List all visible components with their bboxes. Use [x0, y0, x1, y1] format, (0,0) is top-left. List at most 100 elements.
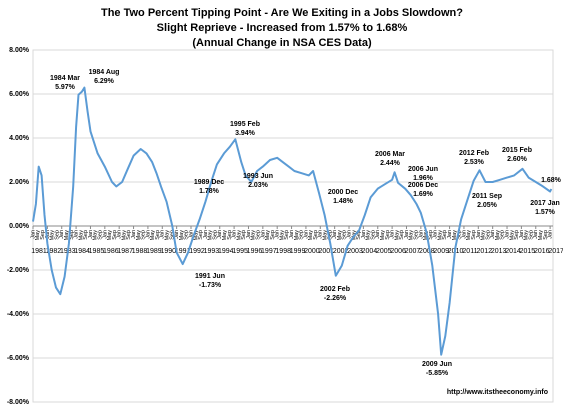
month-label: May — [409, 230, 415, 241]
month-label: Jan — [160, 230, 166, 239]
month-label: Sep — [528, 230, 534, 240]
month-label: Sep — [385, 230, 391, 240]
month-label: Jan — [74, 230, 80, 239]
x-tick-label: 1985 — [89, 248, 105, 255]
month-label: May — [179, 230, 185, 241]
month-label: Jan — [88, 230, 94, 239]
y-tick-label: 4.00% — [9, 135, 30, 142]
month-label: Sep — [428, 230, 434, 240]
annotation-label: 1995 Feb — [230, 121, 260, 128]
y-tick-label: -6.00% — [7, 355, 30, 362]
line-series — [32, 86, 553, 356]
month-label: Sep — [112, 230, 118, 240]
month-label: Jan — [375, 230, 381, 239]
annotation-value: 1.68% — [541, 177, 562, 184]
x-tick-label: 2008 — [419, 248, 435, 255]
x-tick-label: 1996 — [247, 248, 263, 255]
month-label: Sep — [184, 230, 190, 240]
month-label: Jan — [404, 230, 410, 239]
month-label: May — [495, 230, 501, 241]
footer: http://www.itstheeconomy.info — [447, 389, 548, 396]
x-tick-label: 2001 — [319, 248, 335, 255]
y-tick-label: 2.00% — [9, 179, 30, 186]
month-label: Sep — [500, 230, 506, 240]
x-tick-label: 2017 — [548, 248, 563, 255]
month-label: Jan — [232, 230, 238, 239]
month-label: May — [481, 230, 487, 241]
month-label: May — [93, 230, 99, 241]
x-tick-label: 2005 — [376, 248, 392, 255]
x-tick-label: 1999 — [290, 248, 306, 255]
month-label: May — [222, 230, 228, 241]
month-label: Sep — [471, 230, 477, 240]
annotation-value: 2.03% — [248, 182, 269, 189]
month-label: May — [366, 230, 372, 241]
month-label: Jan — [260, 230, 266, 239]
month-label: Sep — [342, 230, 348, 240]
month-label: Jan — [59, 230, 65, 239]
x-tick-label: 1998 — [275, 248, 291, 255]
chart-subtitle: (Annual Change in NSA CES Data) — [192, 37, 372, 49]
month-label: May — [50, 230, 56, 241]
month-label: May — [294, 230, 300, 241]
month-label: Sep — [299, 230, 305, 240]
y-tick-label: -8.00% — [7, 399, 30, 406]
x-tick-label: 1995 — [232, 248, 248, 255]
annotation-label: 2011 Sep — [472, 193, 502, 200]
annotation-value: 6.29% — [94, 78, 115, 85]
x-tick-label: 2013 — [491, 248, 507, 255]
month-label: Jan — [361, 230, 367, 239]
month-label: May — [380, 230, 386, 241]
month-label: Jan — [217, 230, 223, 239]
month-label: May — [509, 230, 515, 241]
y-tick-label: 8.00% — [9, 47, 30, 54]
annotation-label: 1984 Mar — [50, 75, 80, 82]
x-tick-label: 2004 — [362, 248, 378, 255]
month-label: Sep — [227, 230, 233, 240]
month-label: May — [394, 230, 400, 241]
month-label: Jan — [519, 230, 525, 239]
month-label: May — [236, 230, 242, 241]
month-label: Jan — [275, 230, 281, 239]
month-label: May — [524, 230, 530, 241]
x-tick-label: 1991 — [175, 248, 191, 255]
month-label: May — [308, 230, 314, 241]
month-label: May — [107, 230, 113, 241]
annotation-value: 2.60% — [507, 156, 528, 163]
month-label: Jan — [418, 230, 424, 239]
month-label: Sep — [270, 230, 276, 240]
month-label: Sep — [255, 230, 261, 240]
chart-title: The Two Percent Tipping Point - Are We E… — [101, 7, 463, 19]
annotation-label: 2009 Jun — [422, 361, 452, 368]
month-label: Sep — [414, 230, 420, 240]
annotation-value: 1.96% — [413, 175, 434, 182]
month-label: Sep — [69, 230, 75, 240]
month-label: Jan — [504, 230, 510, 239]
month-label: Jan — [461, 230, 467, 239]
month-label: Sep — [97, 230, 103, 240]
x-tick-label: 1986 — [103, 248, 119, 255]
x-tick-label: 1990 — [160, 248, 176, 255]
month-label: Jan — [447, 230, 453, 239]
x-tick-label: 2015 — [520, 248, 536, 255]
annotation-label: 2015 Feb — [502, 147, 532, 154]
annotation-value: 5.97% — [55, 84, 76, 91]
annotation-value: 2.53% — [464, 159, 485, 166]
x-tick-label: 2014 — [505, 248, 521, 255]
month-label: Sep — [198, 230, 204, 240]
month-label: Jan — [303, 230, 309, 239]
annotation-value: -2.26% — [324, 295, 347, 302]
annotation-label: 1989 Dec — [194, 179, 224, 186]
month-label: Jan — [188, 230, 194, 239]
annotation-label: 1984 Aug — [89, 69, 120, 76]
x-tick-label: 2003 — [347, 248, 363, 255]
month-label: Jan — [45, 230, 51, 239]
month-label: May — [64, 230, 70, 241]
y-tick-label: -2.00% — [7, 267, 30, 274]
x-tick-label: 2016 — [534, 248, 550, 255]
x-tick-label: 1984 — [74, 248, 90, 255]
month-label: Sep — [370, 230, 376, 240]
annotation-label: 2006 Dec — [408, 182, 438, 189]
month-label: Jan — [476, 230, 482, 239]
